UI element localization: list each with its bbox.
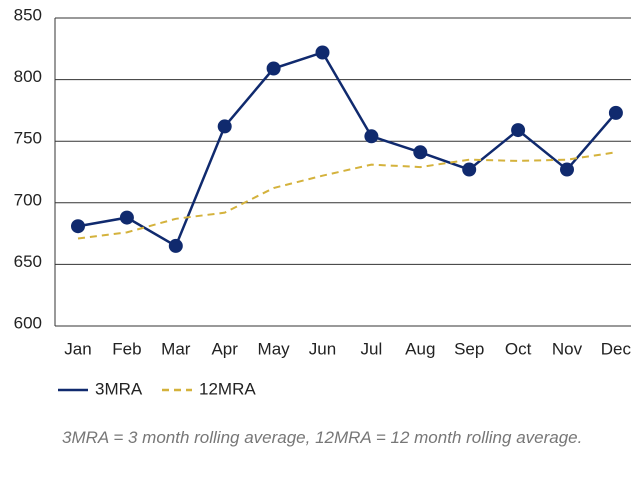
x-tick-label: Jul <box>361 339 383 358</box>
point <box>315 45 330 60</box>
legend-label: 3MRA <box>95 379 143 398</box>
x-tick-label: Oct <box>505 339 532 358</box>
x-tick-label: Jun <box>309 339 336 358</box>
x-tick-label: Jan <box>64 339 91 358</box>
x-tick-label: May <box>258 339 291 358</box>
legend-label: 12MRA <box>199 379 256 398</box>
point <box>168 238 183 253</box>
y-tick-label: 600 <box>14 313 42 332</box>
point <box>413 145 428 160</box>
chart: 600 650 700 750 800 850 Jan Feb Mar Apr May Jun Jul A… <box>14 5 631 398</box>
footnote: 3MRA = 3 month rolling average, 12MRA = … <box>62 428 583 447</box>
x-tick-label: Mar <box>161 339 191 358</box>
point <box>217 119 232 134</box>
point <box>560 162 574 177</box>
y-tick-label: 850 <box>14 5 42 24</box>
y-tick-label: 700 <box>14 190 42 209</box>
point <box>71 219 85 234</box>
y-tick-label: 750 <box>14 129 42 148</box>
y-tick-label: 800 <box>14 67 42 86</box>
x-tick-label: Nov <box>552 339 583 358</box>
x-tick-label: Sep <box>454 339 484 358</box>
point <box>511 123 526 138</box>
x-tick-label: Feb <box>112 339 141 358</box>
series-line <box>77 151 617 240</box>
x-tick-label: Apr <box>211 339 238 358</box>
x-tick-label: Dec <box>601 339 631 358</box>
point <box>462 162 477 177</box>
x-tick-label: Aug <box>405 339 435 358</box>
point <box>364 129 379 144</box>
point <box>266 61 281 76</box>
series-line <box>77 50 617 248</box>
point <box>608 105 623 120</box>
point <box>119 210 134 225</box>
y-tick-label: 650 <box>14 252 42 271</box>
